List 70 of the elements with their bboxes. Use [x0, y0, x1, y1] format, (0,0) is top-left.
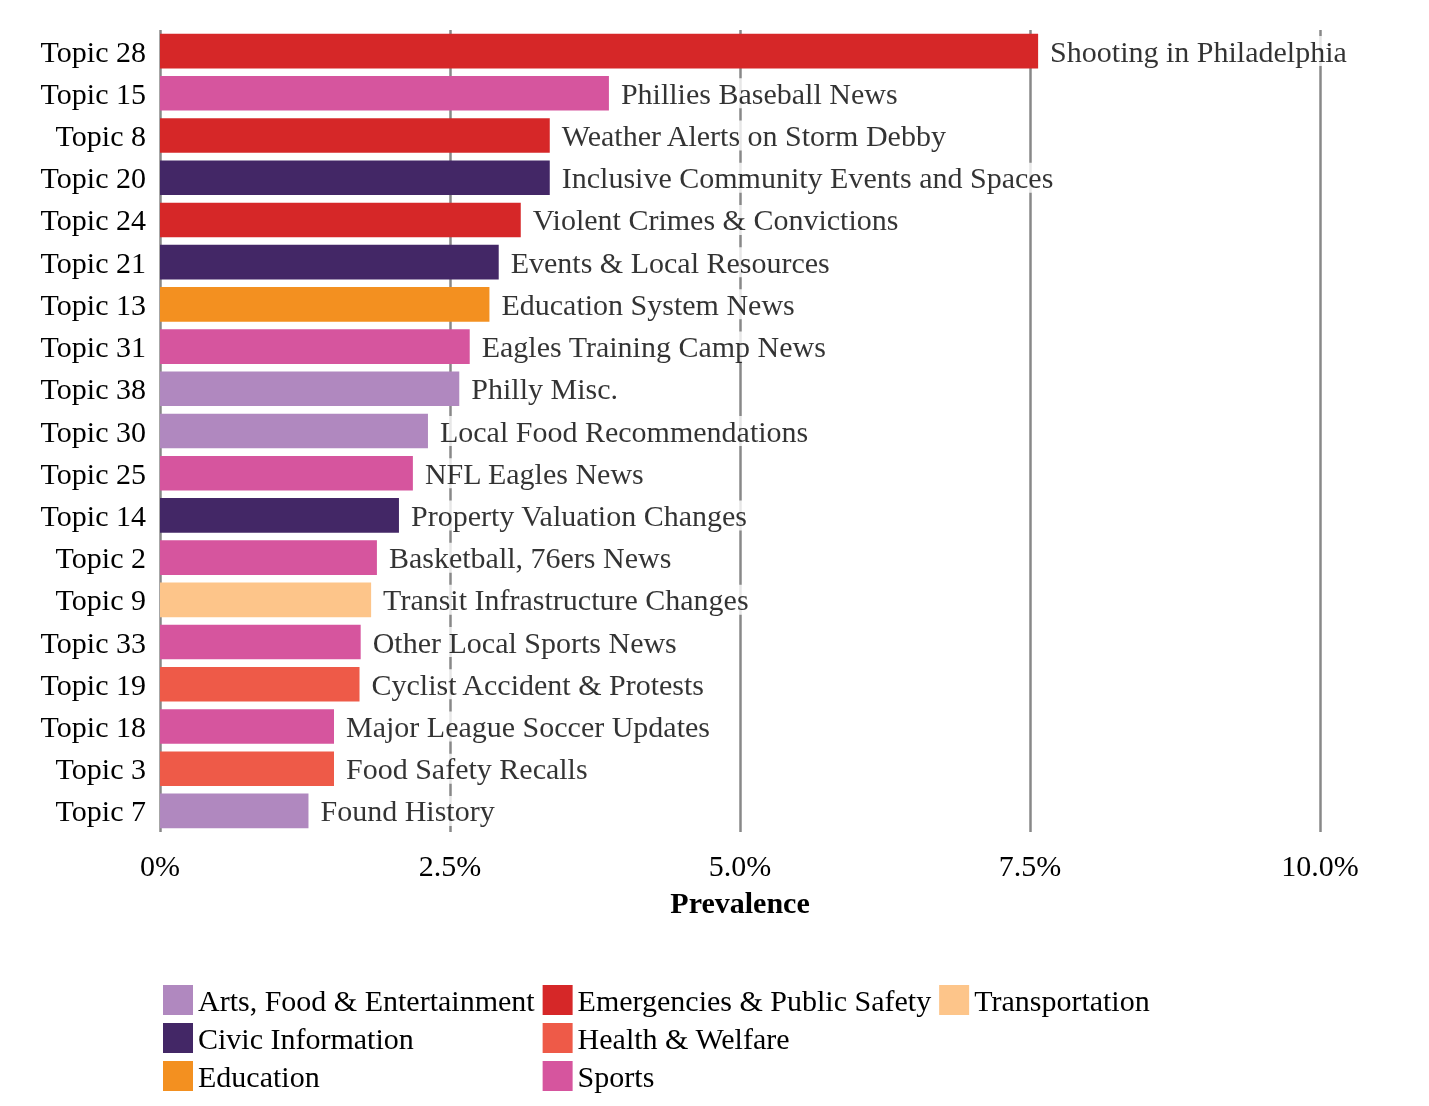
bar — [160, 540, 377, 575]
legend-label: Sports — [577, 1059, 655, 1093]
bar — [160, 709, 334, 744]
legend-label: Health & Welfare — [577, 1021, 790, 1055]
annotation: Found History — [320, 794, 495, 828]
annotation: Basketball, 76ers News — [388, 541, 672, 575]
annotation: Cyclist Accident & Protests — [371, 667, 704, 701]
bar — [160, 371, 460, 407]
bar — [160, 498, 399, 533]
bar — [160, 793, 309, 829]
bar — [160, 582, 372, 618]
annotation: Shooting in Philadelphia — [1050, 34, 1347, 68]
annotation: Eagles Training Camp News — [481, 330, 826, 364]
y-tick-label: Topic 25 — [40, 456, 146, 490]
y-tick-label: Topic 38 — [40, 372, 146, 406]
annotation: Phillies Baseball News — [620, 76, 898, 110]
bar — [160, 666, 360, 702]
y-tick-label: Topic 30 — [40, 414, 146, 448]
y-tick-label: Topic 33 — [40, 625, 146, 659]
x-tick-label: 0% — [140, 848, 180, 882]
y-tick-label: Topic 8 — [55, 119, 146, 153]
y-tick-label: Topic 7 — [55, 794, 146, 828]
x-tick-label: 2.5% — [418, 848, 482, 882]
bar — [160, 624, 361, 660]
bar — [160, 455, 413, 491]
y-tick-label: Topic 24 — [40, 203, 146, 237]
bar — [160, 76, 609, 111]
y-tick-label: Topic 3 — [55, 752, 146, 786]
annotation: Events & Local Resources — [510, 245, 830, 279]
bar — [160, 413, 428, 449]
y-tick-label: Topic 20 — [40, 161, 146, 195]
annotation: Education System News — [501, 287, 795, 321]
legend-label: Civic Information — [198, 1021, 414, 1055]
x-tick-label: 10.0% — [1281, 848, 1359, 882]
y-tick-label: Topic 9 — [55, 583, 146, 617]
legend-label: Transportation — [974, 983, 1150, 1017]
y-tick-label: Topic 13 — [40, 287, 146, 321]
annotation: Violent Crimes & Convictions — [532, 203, 899, 237]
bar — [160, 118, 550, 153]
bar — [160, 751, 334, 786]
legend-label: Arts, Food & Entertainment — [198, 983, 536, 1017]
legend-label: Education — [198, 1059, 320, 1093]
y-tick-label: Topic 14 — [40, 498, 146, 532]
annotation: Local Food Recommendations — [439, 414, 809, 448]
annotation: NFL Eagles News — [424, 456, 644, 490]
y-tick-label: Topic 31 — [40, 330, 146, 364]
annotation: Major League Soccer Updates — [346, 709, 711, 743]
x-tick-label: 7.5% — [998, 848, 1062, 882]
y-tick-label: Topic 28 — [40, 34, 146, 68]
bar — [160, 33, 1039, 69]
y-tick-label: Topic 19 — [40, 667, 146, 701]
annotation: Transit Infrastructure Changes — [383, 583, 749, 617]
bar — [160, 202, 521, 238]
y-tick-label: Topic 21 — [40, 245, 146, 279]
y-tick-label: Topic 2 — [55, 541, 146, 575]
annotation: Philly Misc. — [471, 372, 618, 406]
x-tick-label: 5.0% — [708, 848, 772, 882]
legend-label: Emergencies & Public Safety — [577, 983, 932, 1017]
bar — [160, 287, 490, 322]
annotation: Food Safety Recalls — [346, 752, 588, 786]
annotation: Inclusive Community Events and Spaces — [561, 161, 1054, 195]
annotation: Property Valuation Changes — [410, 498, 748, 532]
annotation: Other Local Sports News — [372, 625, 677, 659]
y-tick-label: Topic 15 — [40, 76, 146, 110]
bar — [160, 329, 470, 364]
x-axis-title: Prevalence — [670, 885, 810, 919]
bar — [160, 160, 550, 196]
y-tick-label: Topic 18 — [40, 709, 146, 743]
bar — [160, 244, 499, 280]
annotation: Weather Alerts on Storm Debby — [561, 119, 946, 153]
